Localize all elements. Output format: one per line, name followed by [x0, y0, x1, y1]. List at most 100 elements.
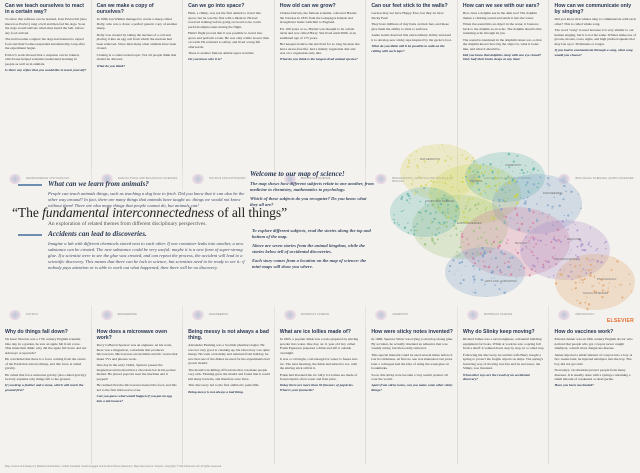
- map-dot: [455, 215, 457, 218]
- map-dot: [416, 229, 418, 232]
- story-title: How do vaccines work?: [554, 329, 614, 335]
- story-paragraph: This discovery led to the first antibiot…: [188, 383, 260, 388]
- map-dot: [532, 189, 533, 191]
- map-dot: [449, 189, 452, 191]
- map-dot: [567, 228, 569, 231]
- map-dot: [436, 222, 438, 224]
- map-dot: [428, 191, 429, 193]
- map-dot: [417, 211, 420, 214]
- map-dot: [508, 166, 511, 169]
- map-dot: [442, 223, 445, 226]
- map-dot: [528, 209, 531, 213]
- story-title: How were sticky notes invented?: [371, 329, 453, 335]
- map-dot: [497, 170, 500, 173]
- map-dot: [498, 269, 501, 272]
- map-dot: [503, 220, 505, 222]
- animals-box-text: People can teach animals things, such as…: [48, 191, 245, 208]
- map-dot: [479, 252, 482, 255]
- map-dot: [460, 158, 462, 160]
- map-dot: [473, 281, 475, 283]
- map-dot: [430, 188, 432, 189]
- map-dot: [532, 221, 535, 225]
- map-dot: [416, 191, 419, 193]
- story-paragraph: Andre Geim observed this extraordinary a…: [371, 33, 452, 42]
- map-dot: [621, 284, 623, 286]
- map-dot: [503, 215, 505, 217]
- story-paragraph: Frank had invented the ice lolly! Ice lo…: [279, 372, 358, 381]
- mini-map-icon: [374, 174, 389, 184]
- map-dot: [511, 256, 514, 259]
- story-paragraph: Following his discovery, he and his wife…: [462, 352, 543, 371]
- map-dot: [500, 207, 503, 211]
- top-story: Can we make a copy of ourselves? In 1996,…: [92, 0, 184, 170]
- map-dot: [476, 207, 478, 210]
- mini-map-caption: IMMUNOLOGY: [575, 313, 595, 316]
- map-dot: [590, 245, 592, 248]
- map-dot: [450, 217, 452, 219]
- map-dot: [482, 175, 484, 178]
- map-dot: [498, 184, 500, 186]
- map-dot: [583, 248, 586, 252]
- map-dot: [465, 175, 468, 178]
- story-paragraph: The word "song" is used because it is ve…: [554, 28, 636, 46]
- map-dot: [501, 253, 504, 255]
- map-dot: [472, 170, 475, 173]
- map-dot: [500, 271, 503, 274]
- map-dot: [553, 236, 556, 238]
- map-dot: [469, 207, 472, 210]
- map-dot: [477, 203, 480, 206]
- map-dot: [537, 182, 540, 185]
- map-dot: [515, 206, 517, 207]
- map-dot: [528, 191, 531, 194]
- map-dot: [593, 267, 595, 269]
- map-dot: [398, 224, 400, 226]
- map-dot: [460, 246, 462, 248]
- map-dot: [524, 202, 527, 205]
- map-dot: [601, 289, 604, 292]
- map-dot: [492, 240, 496, 244]
- map-dot: [507, 260, 510, 263]
- map-dot: [521, 249, 524, 252]
- map-dot: [421, 218, 424, 220]
- map-dot: [406, 199, 409, 202]
- map-dot: [442, 210, 444, 212]
- story-paragraph: In 1996, Ian Wilmut managed to create a …: [96, 17, 178, 31]
- map-dot: [532, 264, 534, 267]
- map-dot: [515, 180, 518, 183]
- mini-map-caption: MATERIALS SCIENCE: [300, 313, 330, 316]
- map-dot: [525, 183, 527, 186]
- mini-map-caption: AGRICULTURAL AND BIOLOGICAL SCIENCES: [117, 177, 178, 180]
- map-dot: [576, 255, 579, 258]
- map-dot: [585, 272, 588, 275]
- map-dot: [520, 265, 523, 267]
- map-dot: [591, 267, 593, 268]
- map-dot: [477, 188, 481, 191]
- map-dot: [504, 200, 507, 203]
- map-dot: [460, 274, 462, 276]
- map-dot: [439, 181, 442, 183]
- map-dot: [487, 195, 489, 197]
- map-dot: [495, 184, 498, 187]
- map-cluster: [390, 187, 460, 237]
- map-dot: [447, 216, 450, 219]
- map-dot: [558, 273, 560, 276]
- map-dot: [580, 240, 582, 242]
- map-dot: [473, 268, 475, 270]
- mini-map-icon: [557, 310, 572, 320]
- map-dot: [433, 242, 436, 245]
- map-dot: [486, 206, 488, 209]
- map-label: PSYCHOLOGY: [597, 277, 617, 281]
- map-dot: [416, 164, 419, 167]
- story-title: Being messy is not always a bad thing.: [188, 329, 269, 342]
- story-paragraph: The bell became a signal: the dogs had l…: [5, 37, 85, 51]
- map-cluster: [555, 254, 635, 310]
- map-dot: [552, 224, 555, 227]
- map-dot: [515, 277, 517, 279]
- story-paragraph: To show that reflexes can be learned, Iv…: [5, 17, 87, 35]
- map-dot: [500, 282, 502, 284]
- map-dot: [441, 197, 444, 200]
- map-dot: [478, 268, 481, 271]
- mini-map-icon: [282, 310, 297, 320]
- map-dot: [479, 213, 481, 215]
- map-dot: [576, 245, 579, 248]
